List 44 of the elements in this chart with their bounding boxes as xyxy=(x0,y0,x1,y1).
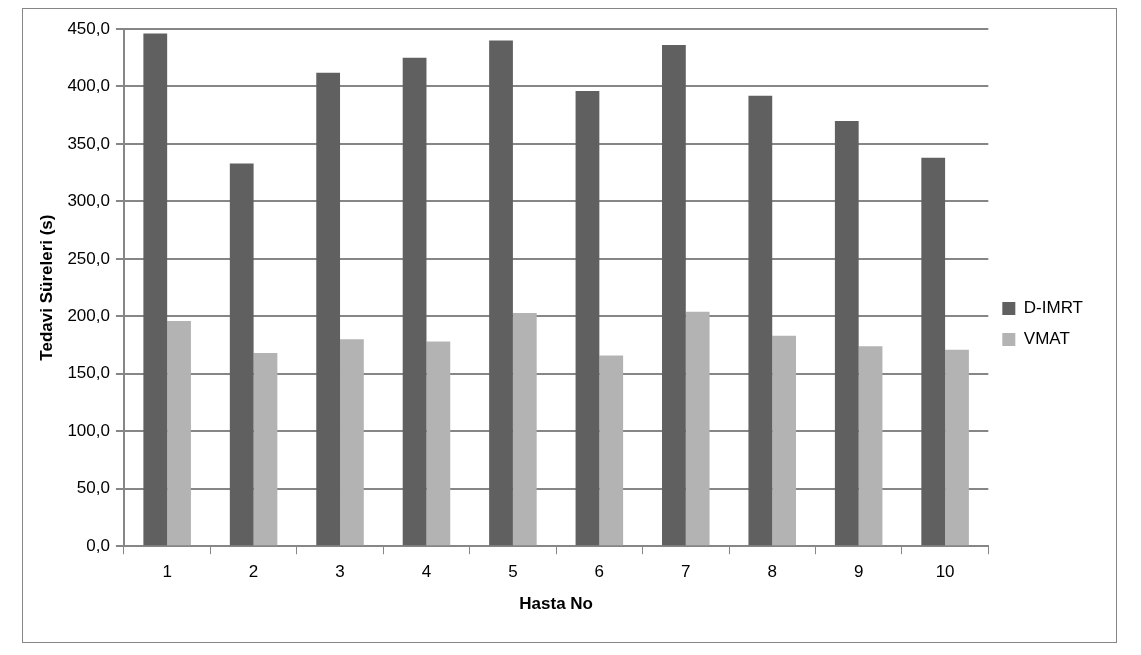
x-tick-label: 5 xyxy=(508,562,518,582)
bar xyxy=(748,95,773,546)
bar xyxy=(229,163,254,546)
bar xyxy=(599,355,624,546)
bar xyxy=(340,339,364,546)
bar xyxy=(858,346,883,546)
legend-label: D-IMRT xyxy=(1023,298,1084,318)
x-tick-label: 7 xyxy=(681,562,691,582)
x-tick-label: 3 xyxy=(335,562,345,582)
x-tick-label: 9 xyxy=(853,562,864,582)
x-axis-title: Hasta No xyxy=(519,594,593,614)
y-tick-label: 300,0 xyxy=(67,191,110,211)
bar xyxy=(167,320,191,546)
y-tick-label: 350,0 xyxy=(67,133,110,153)
bar xyxy=(662,45,686,546)
y-tick-label: 450,0 xyxy=(67,18,110,38)
bar xyxy=(512,312,537,546)
bar xyxy=(685,311,710,546)
x-tick-label: 6 xyxy=(594,562,605,582)
y-tick-label: 0,0 xyxy=(86,535,110,555)
legend-label: VMAT xyxy=(1023,329,1070,349)
y-tick-label: 250,0 xyxy=(67,248,110,268)
y-axis-title: Tedavi Süreleri (s) xyxy=(36,214,56,361)
bar xyxy=(253,353,278,546)
x-tick-label: 4 xyxy=(421,562,432,582)
y-tick-label: 150,0 xyxy=(67,363,110,383)
x-tick-label: 2 xyxy=(248,562,259,582)
bar xyxy=(772,335,796,546)
bar xyxy=(945,349,969,546)
bar xyxy=(921,157,946,546)
y-tick-label: 100,0 xyxy=(67,420,110,440)
bar xyxy=(834,120,859,546)
x-tick-label: 10 xyxy=(935,562,955,582)
x-tick-label: 8 xyxy=(767,562,777,582)
y-tick-label: 200,0 xyxy=(67,306,110,326)
bar xyxy=(143,33,168,546)
y-tick-label: 400,0 xyxy=(67,76,110,96)
bar xyxy=(426,341,451,546)
bar xyxy=(402,57,427,546)
y-tick-label: 50,0 xyxy=(76,478,110,498)
x-tick-label: 1 xyxy=(162,562,172,582)
bar xyxy=(489,40,513,546)
bar xyxy=(575,91,600,546)
bar xyxy=(316,72,341,546)
